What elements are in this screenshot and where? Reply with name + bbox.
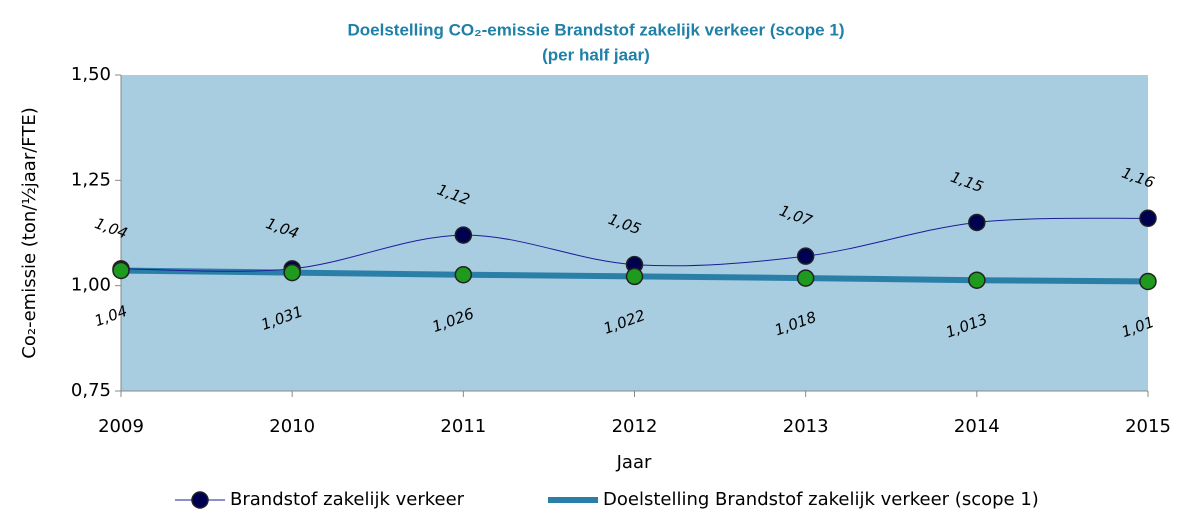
x-tick-label: 2009 [98, 416, 144, 437]
x-tick-label: 2013 [783, 416, 829, 437]
data-point [625, 267, 644, 286]
data-point [112, 261, 130, 280]
data-point [1139, 209, 1157, 228]
y-axis-label: Co₂-emissie (ton/½jaar/FTE) [19, 107, 40, 358]
x-tick-label: 2011 [440, 416, 486, 437]
data-point [454, 226, 473, 244]
legend-label: Doelstelling Brandstof zakelijk verkeer … [603, 489, 1039, 510]
legend-marker [191, 491, 209, 509]
y-tick-label: 1,00 [71, 275, 111, 296]
data-point [283, 263, 301, 282]
chart-title: Doelstelling CO₂-emissie Brandstof zakel… [348, 20, 845, 39]
data-point [1139, 272, 1157, 291]
legend-label: Brandstof zakelijk verkeer [230, 489, 465, 510]
plot-area [121, 75, 1148, 391]
x-tick-label: 2015 [1125, 416, 1171, 437]
data-point [968, 271, 986, 289]
y-tick-label: 1,50 [71, 64, 111, 85]
data-point [454, 265, 473, 284]
y-tick-label: 0,75 [71, 380, 111, 401]
y-tick-label: 1,25 [71, 169, 111, 190]
data-point [968, 213, 986, 232]
x-tick-label: 2014 [954, 416, 1000, 437]
x-tick-label: 2012 [612, 416, 658, 437]
data-point [796, 247, 815, 265]
x-axis-label: Jaar [616, 452, 652, 473]
chart-subtitle: (per half jaar) [542, 45, 650, 64]
x-tick-label: 2010 [269, 416, 315, 437]
data-point [796, 269, 815, 287]
